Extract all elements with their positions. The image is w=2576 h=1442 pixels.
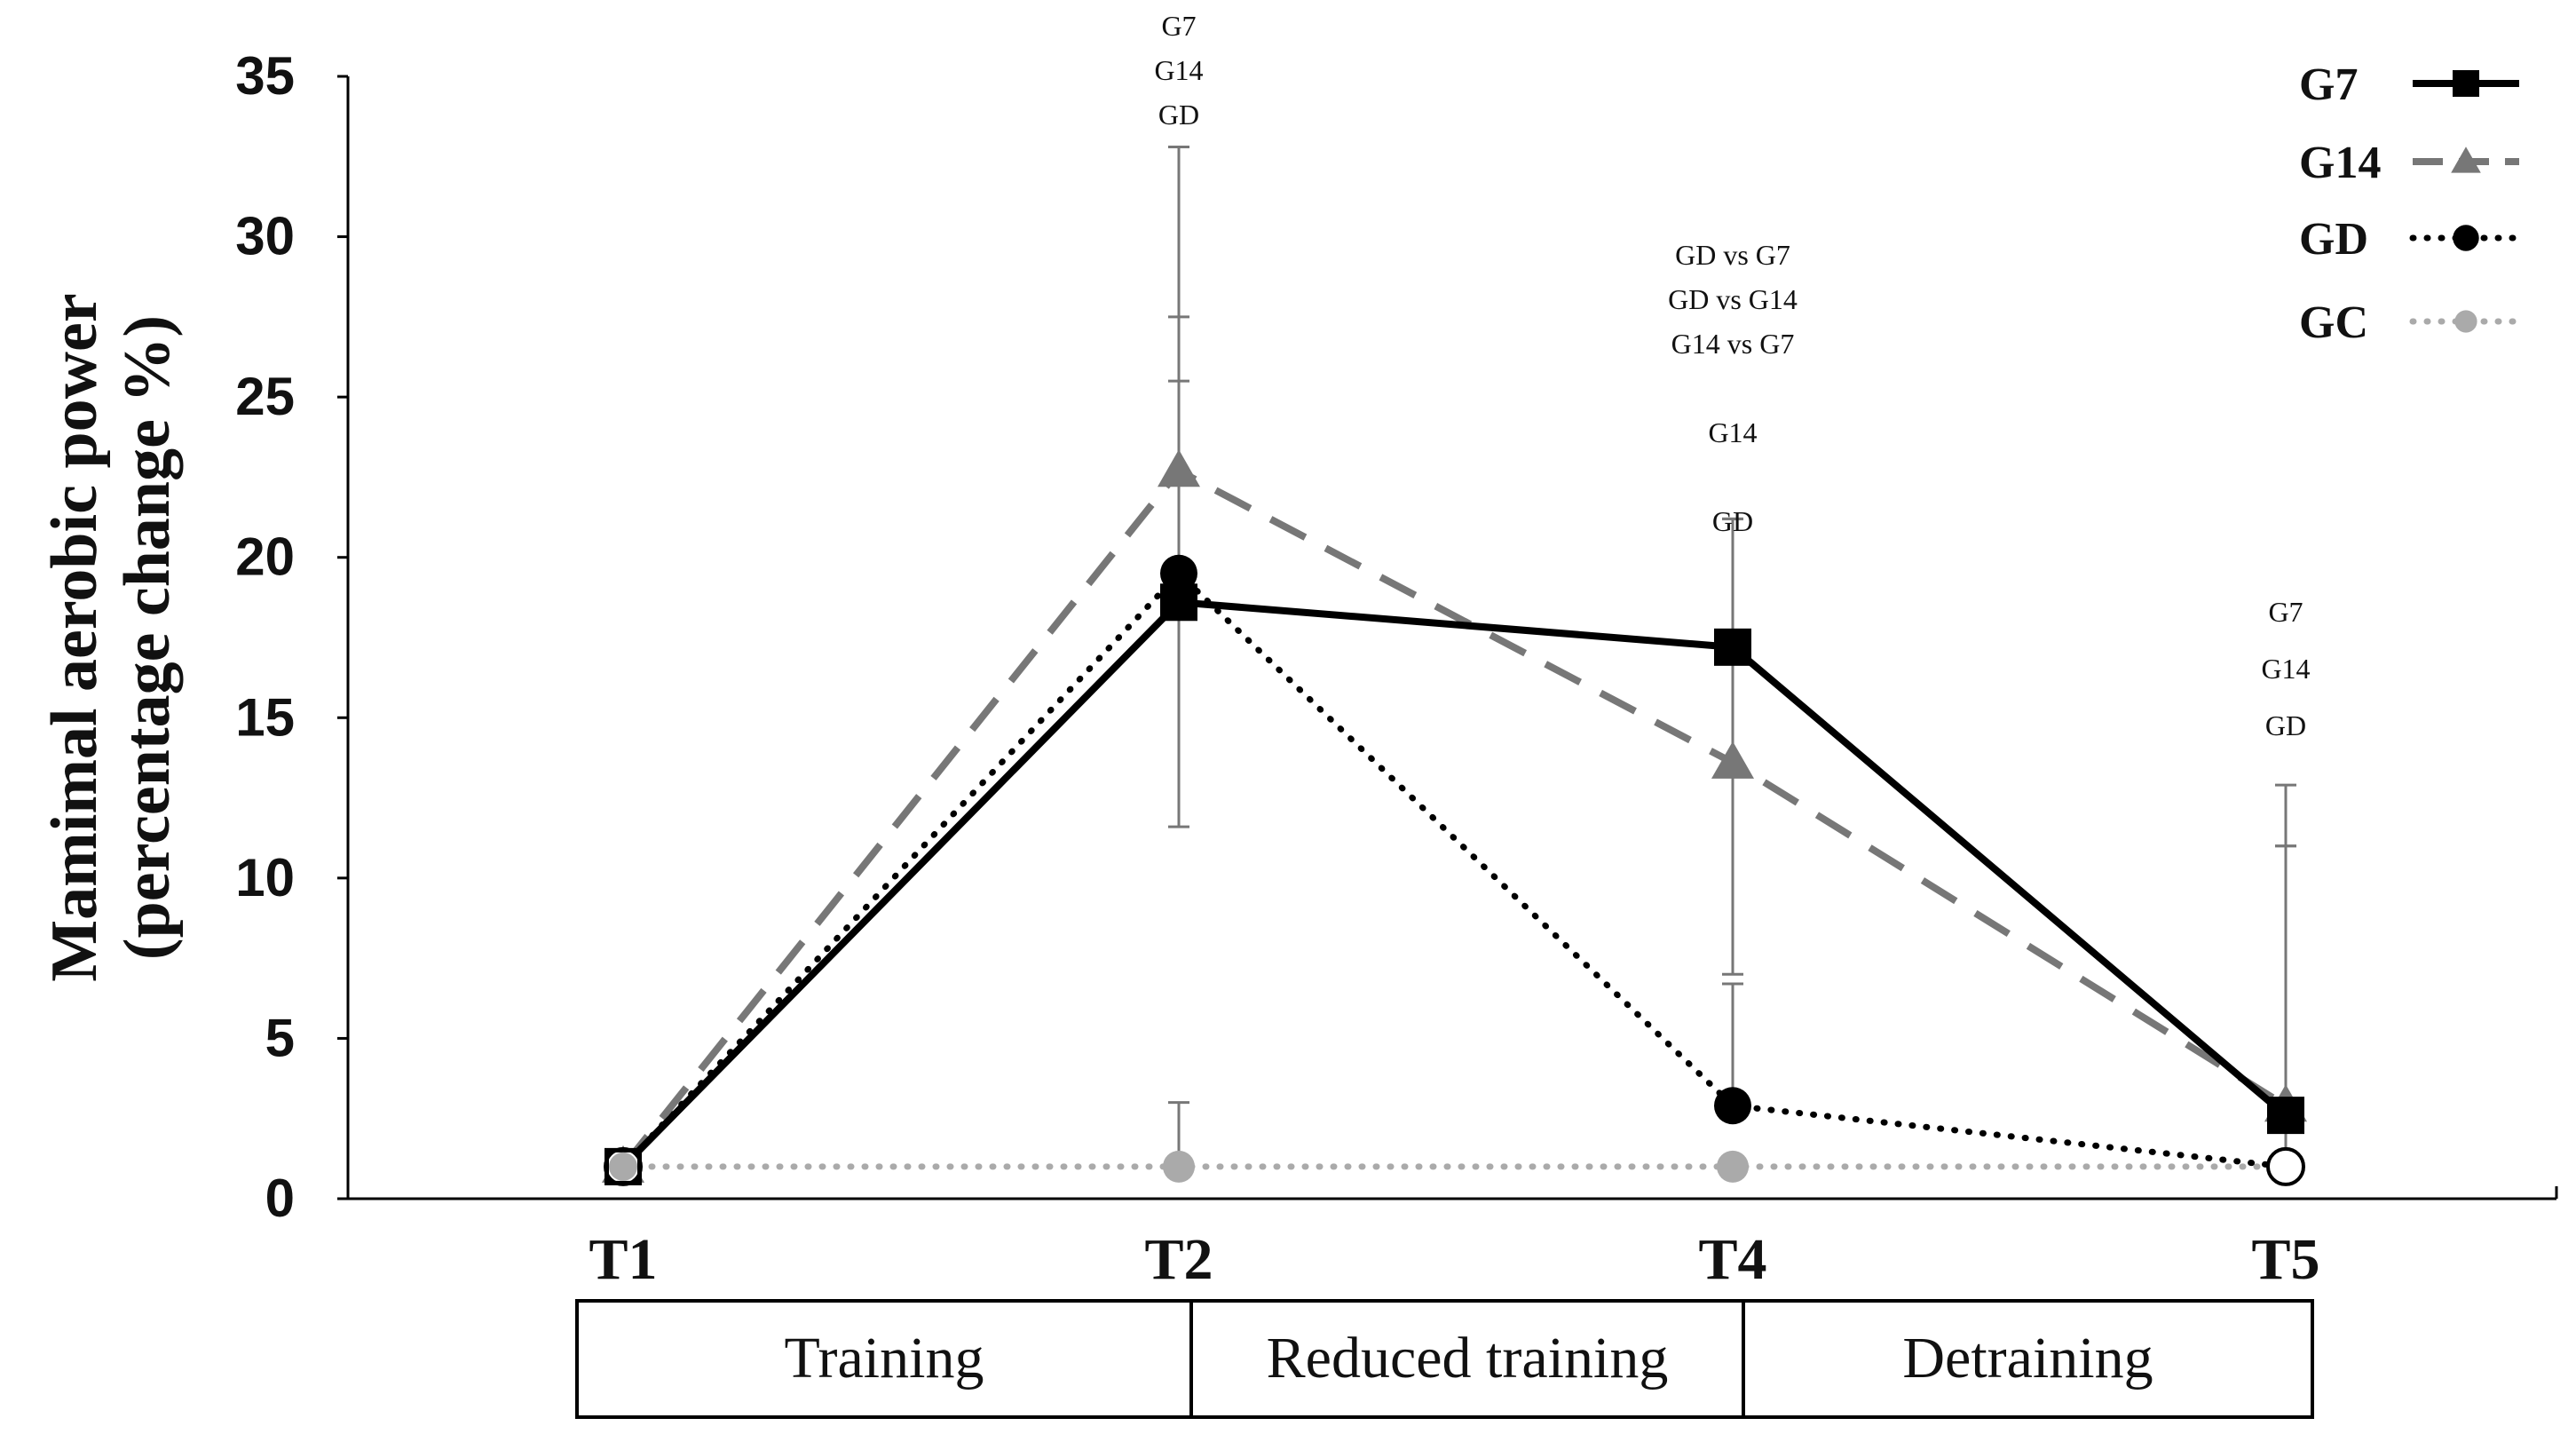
- series-line-GD: [620, 570, 2289, 1170]
- data-point-G14: [1158, 449, 1200, 487]
- data-point-G7: [1160, 583, 1197, 622]
- x-tick-label: T1: [589, 1227, 657, 1292]
- phase-box: [1742, 1299, 2314, 1419]
- y-tick-label: 35: [235, 46, 295, 106]
- y-tick-label: 30: [235, 207, 295, 266]
- y-tick-label: 5: [265, 1008, 295, 1067]
- x-tick-label: T5: [2251, 1227, 2319, 1292]
- annotation-text: GD: [1712, 505, 1753, 537]
- data-point-outline: [605, 1148, 641, 1184]
- y-tick-label: 0: [265, 1169, 295, 1228]
- legend-marker-GC: [2454, 310, 2477, 333]
- legend-label-G14: G14: [2299, 138, 2381, 188]
- data-point-GC: [609, 1152, 637, 1181]
- significance-annotations: G7 G14 GD GD vs G7 GD vs G14 G14 vs G7 G14 GD G7…: [1154, 10, 2310, 741]
- annotation-text: GD: [1158, 99, 1199, 131]
- series-line-G7: [620, 598, 2288, 1169]
- phase-label: Reduced training: [1267, 1326, 1669, 1390]
- annotation-text: G14: [1708, 416, 1757, 448]
- legend-marker-G14: [2451, 147, 2481, 173]
- y-axis-label: Mamimal aerobic power(percentage change …: [38, 293, 184, 981]
- x-tick-label: T2: [1144, 1227, 1213, 1292]
- data-point-G7: [1714, 628, 1751, 666]
- y-tick-label: 25: [235, 367, 295, 426]
- data-point-GD: [1160, 554, 1197, 592]
- series-line-G14: [620, 467, 2288, 1169]
- annotation-text: GD vs G7: [1675, 239, 1790, 271]
- data-point-G14: [1711, 741, 1754, 779]
- data-point-G7: [2267, 1097, 2304, 1135]
- x-tick-label: T4: [1698, 1227, 1766, 1292]
- annotation-text: G7: [2268, 596, 2303, 628]
- y-tick-label: 20: [235, 527, 295, 587]
- y-axis-label-line: Mamimal aerobic power: [38, 293, 111, 981]
- data-point-GD: [1714, 1087, 1751, 1125]
- legend-marker-G7: [2453, 70, 2479, 97]
- y-tick-label: 15: [235, 687, 295, 747]
- legend-marker-GD: [2453, 225, 2479, 251]
- series-markers: [602, 449, 2307, 1186]
- series-lines: [620, 467, 2289, 1170]
- annotation-text: G14: [1154, 54, 1203, 86]
- y-axis-label-line: (percentage change %): [111, 315, 184, 960]
- data-point-GC: [1717, 1150, 1749, 1183]
- legend-label-G7: G7: [2299, 59, 2358, 110]
- data-point-GC: [1163, 1150, 1195, 1183]
- axes: 0 5 10 15 20 25 30 35 T1 T2 T4 T5 Mamimal aerobic po…: [38, 46, 2558, 1292]
- legend-label-GC: GC: [2299, 297, 2368, 348]
- phase-label: Training: [785, 1326, 984, 1390]
- data-point-outline: [2266, 1146, 2305, 1186]
- annotation-text: G14: [2261, 653, 2310, 685]
- legend-label-GD: GD: [2299, 214, 2368, 265]
- phase-label: Detraining: [1902, 1326, 2153, 1390]
- annotation-text: GD vs G14: [1668, 283, 1798, 315]
- y-tick-label: 10: [235, 848, 295, 907]
- annotation-text: G14 vs G7: [1671, 328, 1795, 360]
- annotation-text: GD: [2265, 709, 2306, 741]
- annotation-text: G7: [1161, 10, 1196, 42]
- legend: G7 G14 GD GC: [2299, 59, 2523, 348]
- phase-boxes: Training Reduced training Detraining: [575, 1299, 2314, 1419]
